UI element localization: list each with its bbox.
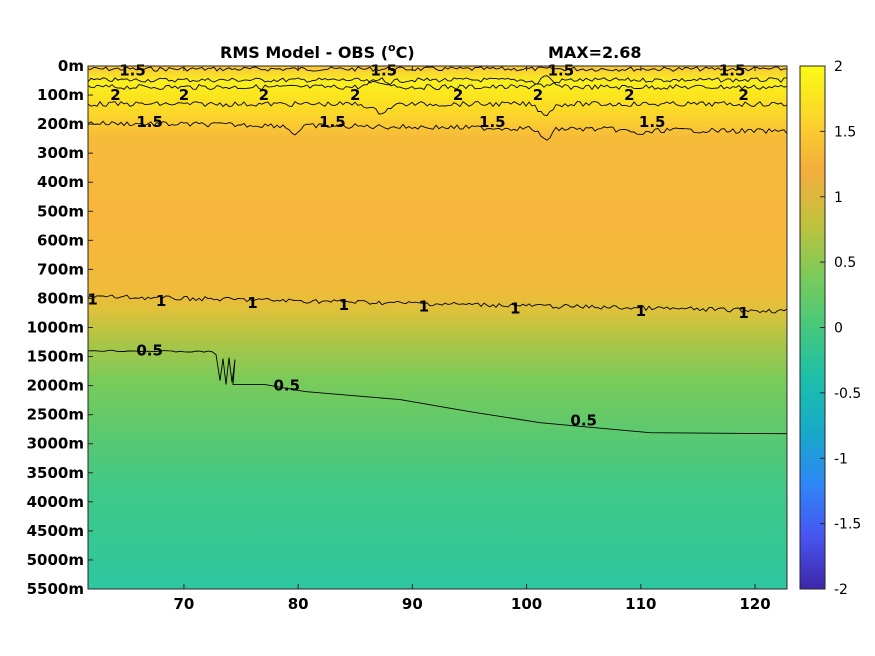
y-tick-label: 800m: [37, 289, 84, 307]
y-tick-label: 3500m: [27, 464, 84, 482]
colorbar-tick-label: 2: [834, 59, 843, 75]
contour-line-0.5: [87, 349, 788, 435]
contour-lines: [87, 66, 788, 435]
contour-label: 2: [179, 86, 189, 104]
contour-label: 2: [110, 86, 120, 104]
contour-label: 2: [453, 86, 463, 104]
contour-label: 1: [247, 294, 257, 312]
contour-line-1.5-upper: [87, 77, 787, 88]
colorbar-tick-label: -0.5: [834, 386, 861, 402]
colorbar-tick-label: -2: [834, 582, 848, 598]
contour-label: 1.5: [719, 62, 746, 80]
colorbar-tick-label: -1.5: [834, 517, 861, 533]
contour-label: 1.5: [479, 113, 506, 131]
y-axis-ticks: 0m 100m 200m 300m 400m 500m 600m 700m 800m 1000m 1…: [27, 57, 93, 598]
contour-label: 1: [510, 299, 520, 317]
contour-label: 2: [350, 86, 360, 104]
contour-label: 2: [738, 86, 748, 104]
contour-label: 1.5: [119, 62, 146, 80]
contour-line-2-upper: [87, 75, 788, 91]
x-axis-ticks: 70 80 90 100 110 120: [174, 66, 771, 613]
y-tick-label: 4000m: [27, 493, 84, 511]
colorbar-tick-label: 0: [834, 321, 843, 337]
y-tick-label: 100m: [37, 86, 84, 104]
contour-label: 1: [738, 304, 748, 322]
contour-line-1: [87, 294, 788, 314]
x-tick-label: 100: [511, 595, 542, 613]
contour-label: 0.5: [570, 412, 597, 430]
y-tick-label: 200m: [37, 115, 84, 133]
plot-area-field: [88, 66, 787, 589]
y-tick-label: 600m: [37, 231, 84, 249]
chart-max-label: MAX=2.68: [548, 43, 642, 62]
contour-label: 1: [419, 297, 429, 315]
x-tick-label: 70: [174, 595, 195, 613]
y-tick-label: 5000m: [27, 551, 84, 569]
y-tick-label: 300m: [37, 144, 84, 162]
x-tick-label: 80: [288, 595, 309, 613]
contour-label: 1.5: [319, 113, 346, 131]
colorbar-ticks: 2 1.5 1 0.5 0 -0.5 -1 -1.5 -2: [820, 59, 861, 598]
y-tick-label: 4500m: [27, 522, 84, 540]
contour-label: 1: [339, 296, 349, 314]
colorbar-tick-label: -1: [834, 451, 848, 467]
y-tick-label: 0m: [58, 57, 84, 75]
x-tick-label: 110: [625, 595, 656, 613]
contour-label: 1: [87, 291, 97, 309]
y-tick-label: 500m: [37, 202, 84, 220]
y-tick-label: 2000m: [27, 377, 84, 395]
y-tick-label: 1000m: [27, 319, 84, 337]
x-tick-label: 90: [402, 595, 423, 613]
contour-label: 1.5: [548, 62, 575, 80]
contour-line-2-lower: [87, 100, 788, 117]
chart-title: RMS Model - OBS (oC): [220, 41, 415, 62]
contour-line-1.5-top: [87, 66, 788, 72]
contour-label: 2: [533, 86, 543, 104]
contour-label: 1: [636, 302, 646, 320]
y-tick-label: 400m: [37, 173, 84, 191]
contour-label: 1: [156, 292, 166, 310]
contour-label: 2: [624, 86, 634, 104]
colorbar-tick-label: 0.5: [834, 255, 856, 271]
contour-label: 2: [259, 86, 269, 104]
y-tick-label: 700m: [37, 260, 84, 278]
colorbar-tick-label: 1: [834, 190, 843, 206]
contour-line-1.5-lower: [87, 120, 788, 141]
y-tick-label: 5500m: [27, 580, 84, 598]
x-tick-label: 120: [739, 595, 770, 613]
y-tick-label: 2500m: [27, 406, 84, 424]
y-tick-label: 3000m: [27, 435, 84, 453]
contour-label: 0.5: [273, 377, 300, 395]
y-tick-label: 1500m: [27, 348, 84, 366]
colorbar-tick-label: 1.5: [834, 124, 856, 140]
contour-label: 0.5: [136, 342, 163, 360]
contour-label: 1.5: [371, 62, 398, 80]
contour-label: 1.5: [639, 113, 666, 131]
contour-label: 1.5: [136, 113, 163, 131]
